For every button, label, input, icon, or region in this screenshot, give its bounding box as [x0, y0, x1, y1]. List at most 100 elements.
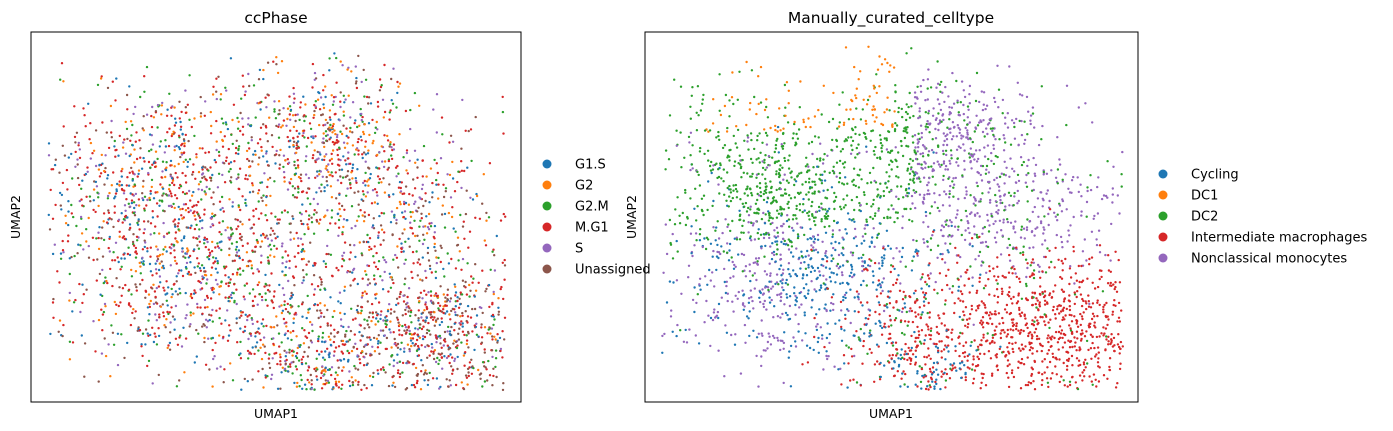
scatter-point	[435, 261, 438, 265]
scatter-point	[164, 145, 168, 148]
scatter-point	[279, 126, 283, 129]
scatter-point	[759, 151, 762, 154]
scatter-point	[211, 320, 214, 323]
scatter-point	[782, 242, 785, 246]
scatter-point	[814, 183, 817, 186]
scatter-point	[902, 129, 905, 133]
scatter-point	[81, 283, 84, 286]
scatter-point	[334, 380, 338, 383]
scatter-point	[73, 105, 76, 108]
scatter-point	[945, 143, 949, 147]
scatter-point	[853, 227, 857, 231]
scatter-point	[422, 233, 425, 236]
scatter-point	[210, 196, 213, 199]
scatter-point	[490, 327, 494, 330]
scatter-point	[735, 196, 739, 199]
scatter-point	[99, 172, 103, 175]
scatter-point	[291, 194, 295, 197]
scatter-point	[403, 228, 406, 231]
scatter-point	[113, 205, 117, 208]
scatter-point	[852, 183, 855, 187]
scatter-point	[762, 198, 766, 202]
scatter-point	[291, 114, 295, 117]
scatter-point	[81, 179, 84, 182]
scatter-point	[154, 150, 158, 153]
scatter-point	[841, 281, 844, 285]
scatter-point	[294, 113, 297, 117]
scatter-point	[337, 234, 340, 237]
scatter-point	[427, 321, 430, 325]
scatter-point	[306, 223, 309, 226]
scatter-point	[979, 273, 982, 276]
scatter-point	[345, 329, 348, 333]
scatter-point	[835, 264, 838, 268]
scatter-point	[305, 316, 308, 320]
scatter-point	[861, 108, 864, 111]
scatter-point	[863, 239, 866, 242]
scatter-point	[292, 125, 296, 129]
scatter-point	[116, 332, 120, 335]
scatter-point	[105, 131, 109, 134]
scatter-point	[215, 148, 218, 152]
scatter-point	[380, 145, 383, 148]
scatter-point	[360, 309, 363, 312]
scatter-point	[880, 150, 884, 153]
scatter-point	[854, 126, 857, 129]
scatter-point	[768, 296, 771, 299]
scatter-point	[149, 299, 152, 303]
scatter-point	[963, 159, 966, 163]
scatter-point	[201, 166, 204, 169]
scatter-point	[683, 156, 686, 159]
scatter-point	[485, 368, 488, 371]
scatter-point	[311, 329, 314, 333]
scatter-point	[918, 137, 921, 141]
scatter-point	[83, 342, 87, 345]
scatter-point	[170, 306, 173, 309]
scatter-point	[318, 186, 321, 190]
scatter-point	[326, 228, 329, 232]
scatter-point	[250, 139, 253, 142]
scatter-point	[273, 154, 277, 157]
scatter-point	[425, 307, 429, 311]
scatter-point	[810, 140, 814, 144]
scatter-point	[64, 222, 68, 225]
scatter-point	[801, 339, 804, 342]
scatter-point	[912, 177, 915, 180]
scatter-point	[1018, 119, 1021, 123]
scatter-point	[204, 100, 207, 103]
scatter-point	[365, 363, 368, 367]
scatter-point	[932, 151, 935, 154]
scatter-point	[225, 265, 228, 268]
scatter-point	[286, 211, 289, 214]
scatter-point	[376, 202, 379, 205]
scatter-point	[893, 110, 896, 113]
scatter-point	[348, 384, 352, 388]
scatter-point	[92, 188, 96, 191]
scatter-point	[240, 238, 243, 242]
scatter-point	[203, 208, 206, 211]
scatter-point	[760, 319, 763, 322]
scatter-point	[496, 333, 499, 336]
scatter-point	[708, 164, 712, 168]
scatter-point	[409, 337, 413, 340]
scatter-point	[305, 145, 308, 148]
scatter-point	[372, 217, 375, 220]
scatter-point	[307, 187, 310, 190]
scatter-point	[830, 148, 833, 152]
scatter-point	[215, 90, 218, 93]
scatter-point	[368, 177, 372, 180]
scatter-point	[419, 219, 422, 222]
scatter-point	[719, 162, 722, 165]
scatter-point	[371, 189, 375, 192]
scatter-point	[392, 193, 395, 196]
scatter-point	[190, 296, 194, 300]
scatter-point	[130, 268, 133, 272]
scatter-point	[395, 175, 398, 178]
scatter-point	[837, 181, 841, 184]
scatter-point	[473, 307, 477, 311]
scatter-point	[760, 364, 763, 368]
scatter-point	[56, 270, 59, 273]
scatter-point	[971, 245, 974, 248]
scatter-point	[936, 206, 939, 210]
scatter-point	[82, 107, 85, 110]
